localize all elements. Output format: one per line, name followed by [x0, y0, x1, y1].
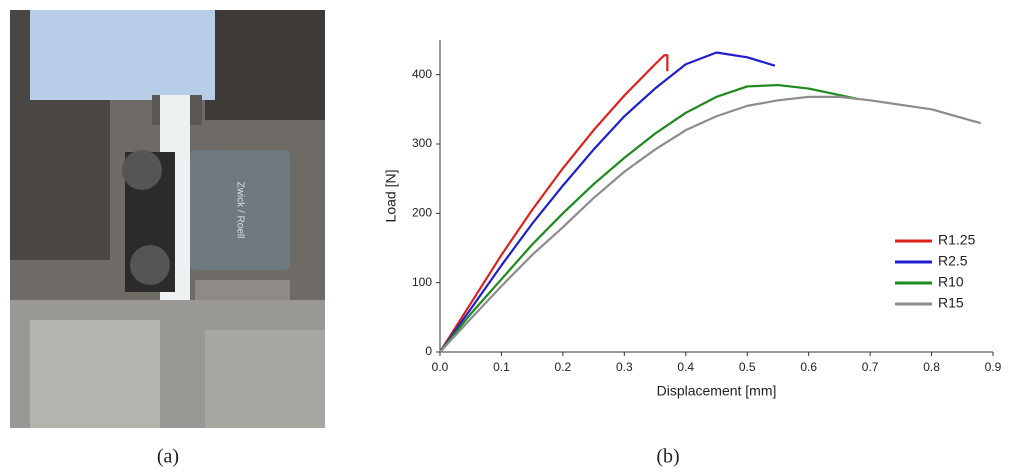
x-tick-label: 0.9 — [985, 360, 1002, 374]
caption: (b) — [656, 446, 679, 468]
x-tick-label: 0.6 — [800, 360, 817, 374]
x-tick-label: 0.3 — [616, 360, 633, 374]
caption: (a) — [157, 446, 179, 468]
line-series — [439, 83, 859, 353]
chart: 0.0 0.1 0.2 0.3 0.4 0.5 0.6 0.7 0.8 0.9 0 100 200 300… — [383, 40, 1002, 399]
line-series — [439, 51, 776, 353]
clamp-jaw — [205, 330, 325, 428]
x-tick-label: 0.2 — [555, 360, 572, 374]
y-tick-label: 200 — [412, 206, 432, 220]
legend-label: R1.25 — [938, 232, 976, 248]
x-tick-label: 0.0 — [432, 360, 449, 374]
clamp-jaw — [30, 320, 160, 428]
x-tick-label: 0.4 — [677, 360, 694, 374]
knob — [122, 150, 162, 190]
line-series — [439, 95, 982, 353]
device-label: Zwick / Roell — [234, 182, 245, 239]
y-axis-label: Load [N] — [383, 170, 399, 223]
upper-clamp — [205, 10, 325, 120]
x-tick-label: 0.7 — [862, 360, 879, 374]
y-tick-label: 0 — [425, 344, 432, 358]
x-axis-label: Displacement [mm] — [657, 383, 777, 399]
x-tick-label: 0.1 — [493, 360, 510, 374]
legend-label: R2.5 — [938, 253, 968, 269]
legend-label: R15 — [938, 295, 964, 311]
photo: Zwick / Roell — [10, 10, 325, 428]
knob — [130, 245, 170, 285]
x-tick-label: 0.8 — [923, 360, 940, 374]
y-tick-label: 400 — [412, 67, 432, 81]
extensometer — [190, 150, 290, 270]
x-tick-label: 0.5 — [739, 360, 756, 374]
y-tick-label: 300 — [412, 136, 432, 150]
line-series — [439, 54, 669, 353]
y-tick-label: 100 — [412, 275, 432, 289]
grid-paper — [30, 10, 215, 100]
legend-label: R10 — [938, 274, 964, 290]
